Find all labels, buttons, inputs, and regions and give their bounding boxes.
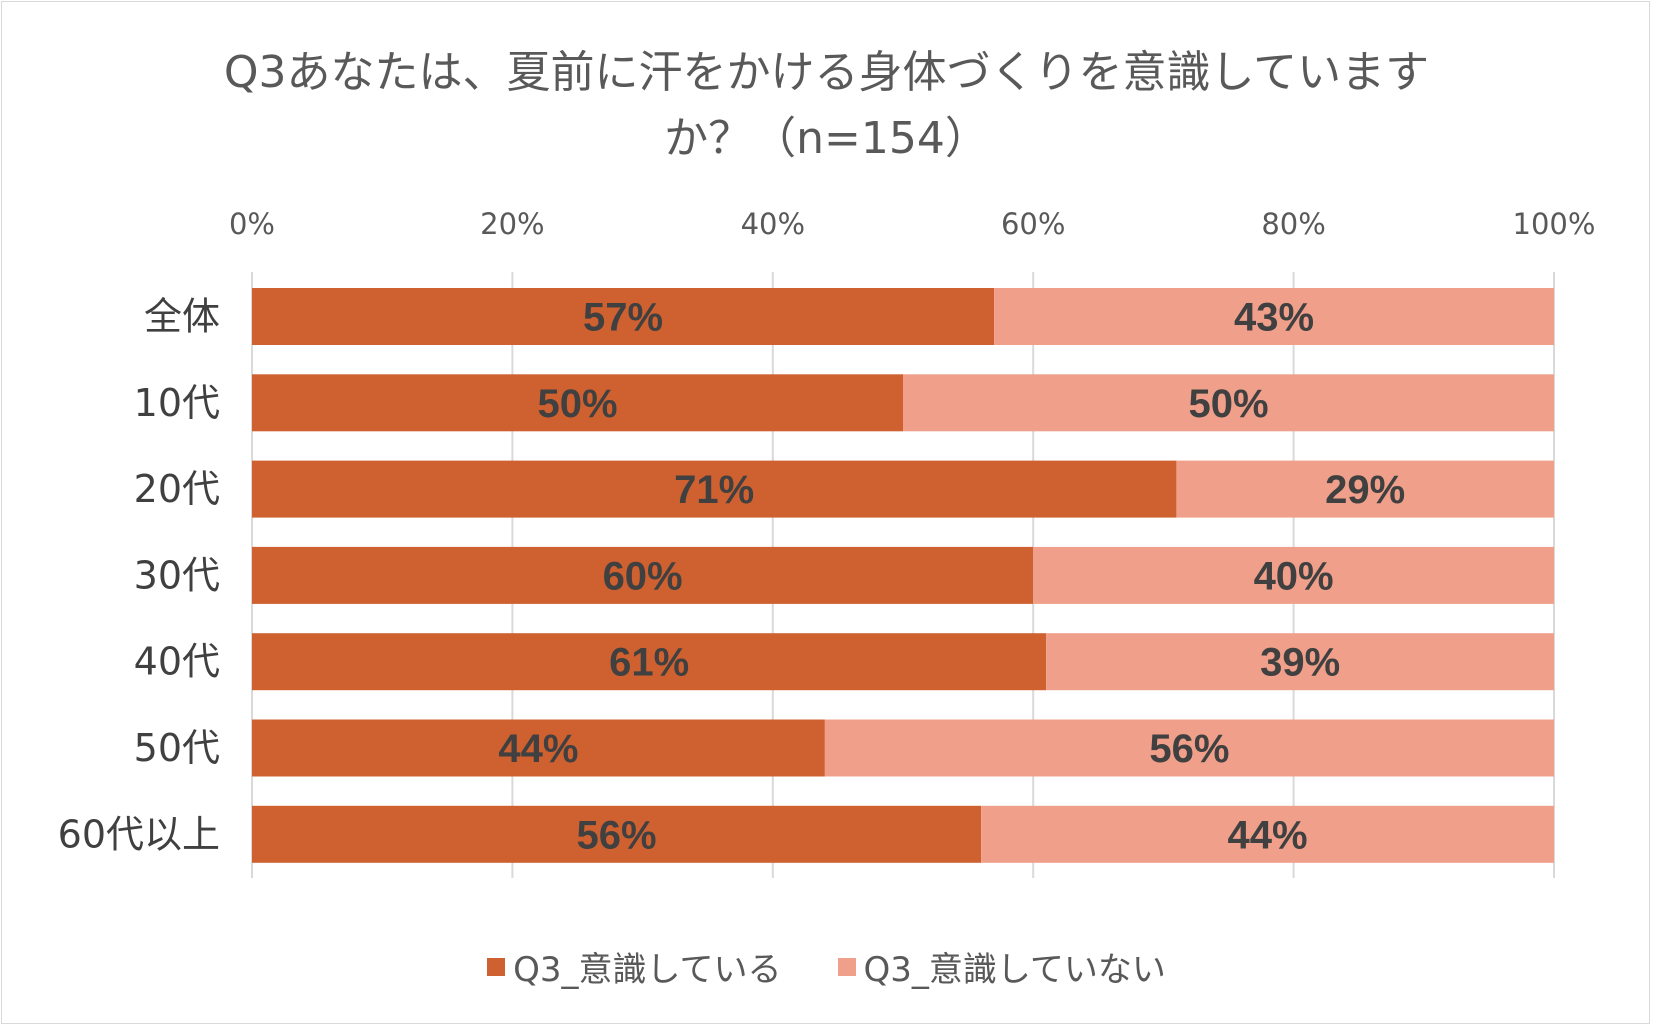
category-labels: 全体 10代 20代 30代 40代 50代 60代以上 bbox=[58, 295, 220, 857]
chart-title: Q3あなたは、夏前に汗をかける身体づくりを意識しています か？（n=154） bbox=[2, 40, 1651, 172]
bar-segment bbox=[981, 805, 1554, 863]
chart-title-line-1: Q3あなたは、夏前に汗をかける身体づくりを意識しています bbox=[223, 47, 1430, 98]
bar-segment bbox=[252, 460, 1177, 518]
bar-segment bbox=[252, 633, 1047, 691]
bar-segment bbox=[1176, 460, 1554, 518]
data-label: 56% bbox=[1149, 727, 1229, 771]
data-label: 29% bbox=[1325, 468, 1405, 512]
legend-label-aware: Q3_意識している bbox=[513, 950, 782, 990]
category-label: 10代 bbox=[134, 381, 220, 425]
x-tick-label: 40% bbox=[741, 207, 805, 241]
legend-label-not-aware: Q3_意識していない bbox=[863, 950, 1166, 990]
bar-segment bbox=[252, 546, 1034, 604]
data-label: 39% bbox=[1260, 641, 1340, 685]
data-label: 44% bbox=[1228, 813, 1308, 857]
category-label: 全体 bbox=[144, 295, 220, 339]
x-tick-label: 80% bbox=[1261, 207, 1325, 241]
bar-segment bbox=[1033, 546, 1554, 604]
bar-segment bbox=[252, 719, 825, 777]
legend-swatch-not-aware bbox=[837, 957, 856, 976]
data-label: 44% bbox=[498, 727, 578, 771]
legend-item-aware: Q3_意識している bbox=[487, 942, 782, 991]
data-label: 50% bbox=[1188, 382, 1268, 426]
bars bbox=[252, 288, 1554, 863]
category-label: 50代 bbox=[134, 726, 220, 770]
data-labels: 57% 43% 50% 50% 71% 29% 60% 40% 61% 39% 44% 56% 56% 4… bbox=[498, 296, 1405, 858]
data-label: 50% bbox=[537, 382, 617, 426]
x-tick-label: 100% bbox=[1513, 207, 1596, 241]
category-label: 30代 bbox=[134, 553, 220, 597]
legend-item-not-aware: Q3_意識していない bbox=[837, 942, 1166, 991]
data-label: 61% bbox=[609, 641, 689, 685]
category-label: 20代 bbox=[134, 467, 220, 511]
legend-swatch-aware bbox=[487, 957, 506, 976]
x-axis-ticks: 0% 20% 40% 60% 80% 100% bbox=[229, 207, 1595, 241]
bar-segment bbox=[252, 805, 982, 863]
bar-segment bbox=[824, 719, 1554, 777]
x-tick-label: 60% bbox=[1001, 207, 1065, 241]
bar-segment bbox=[1046, 633, 1554, 691]
bar-segment bbox=[994, 288, 1554, 345]
data-label: 71% bbox=[674, 468, 754, 512]
data-label: 43% bbox=[1234, 296, 1314, 340]
bar-segment bbox=[903, 374, 1554, 432]
category-label: 40代 bbox=[134, 640, 220, 684]
data-label: 40% bbox=[1254, 554, 1334, 598]
data-label: 60% bbox=[603, 554, 683, 598]
category-label: 60代以上 bbox=[58, 812, 220, 856]
legend: Q3_意識している Q3_意識していない bbox=[2, 942, 1651, 991]
data-label: 57% bbox=[583, 296, 663, 340]
data-label: 56% bbox=[577, 813, 657, 857]
x-tick-label: 20% bbox=[480, 207, 544, 241]
bar-segment bbox=[252, 288, 995, 345]
x-tick-label: 0% bbox=[229, 207, 275, 241]
bar-segment bbox=[252, 374, 903, 432]
chart-title-line-2: か？（n=154） bbox=[664, 113, 989, 164]
